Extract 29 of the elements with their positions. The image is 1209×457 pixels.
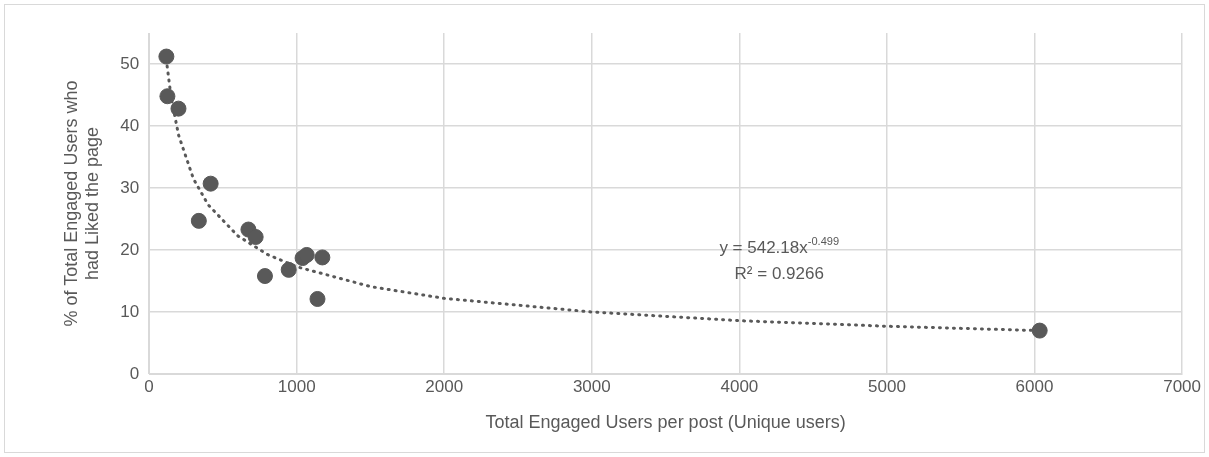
point	[170, 100, 187, 117]
annotation: R² = 0.9266	[734, 263, 824, 283]
y-tick-label: 30	[120, 177, 140, 197]
point	[298, 246, 315, 263]
x-tick-label: 6000	[1015, 376, 1054, 396]
y-tick-label: 40	[120, 115, 140, 135]
x-tick-label: 2000	[425, 376, 464, 396]
point	[202, 175, 219, 192]
x-tick-label: 3000	[572, 376, 611, 396]
y-tick-label: 0	[129, 363, 140, 383]
x-tick-label: 5000	[868, 376, 906, 396]
y-tick-label: 20	[120, 239, 140, 259]
x-axis-title: Total Engaged Users per post (Unique users)	[485, 412, 846, 433]
y-tick-label: 10	[120, 301, 140, 321]
point	[280, 261, 297, 278]
x-tick-label: 1000	[277, 376, 316, 396]
point	[1031, 322, 1048, 339]
point	[247, 228, 264, 245]
point	[309, 290, 326, 307]
x-tick-label: 0	[144, 376, 154, 396]
y-tick-label: 50	[120, 53, 140, 73]
point	[158, 48, 175, 65]
x-tick-label: 4000	[720, 376, 759, 396]
y-axis-title: % of Total Engaged Users who had Liked the page	[60, 80, 103, 327]
point	[159, 88, 176, 105]
point	[314, 249, 331, 266]
point	[256, 268, 273, 285]
point	[190, 212, 207, 229]
x-tick-label: 7000	[1163, 376, 1201, 396]
